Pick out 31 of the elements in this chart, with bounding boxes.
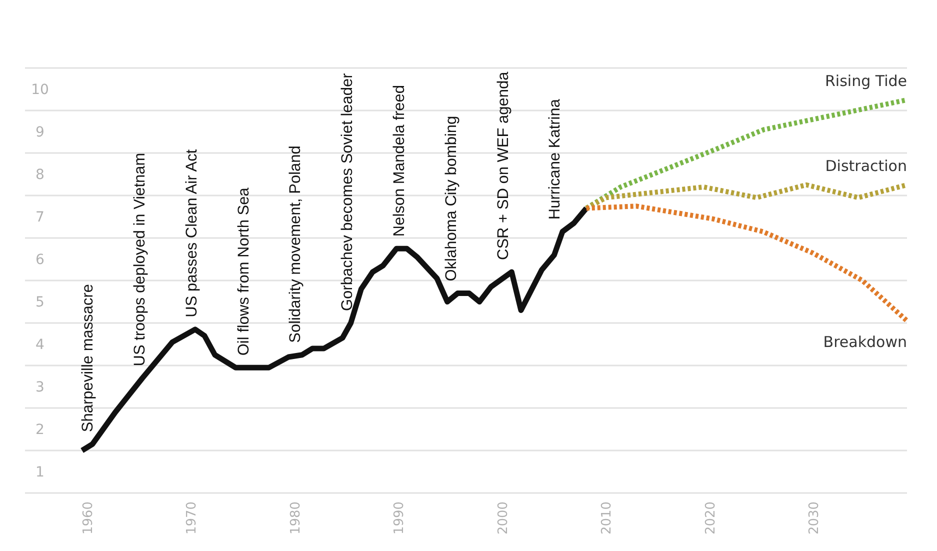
x-tick-label: 1990 (392, 501, 408, 535)
x-tick-label: 2020 (703, 501, 718, 535)
annotation: Gorbachev becomes Soviet leader (339, 73, 356, 311)
annotation: Hurricane Katrina (546, 98, 564, 220)
annotation: Nelson Mandela freed (390, 84, 408, 237)
series-label: Distraction (825, 156, 907, 175)
y-tick-label: 4 (36, 337, 45, 354)
x-tick-label: 1970 (184, 501, 200, 535)
x-tick-label: 2030 (807, 501, 822, 535)
x-tick-label: 1960 (80, 501, 96, 535)
annotation: Oil flows from North Sea (235, 187, 252, 356)
y-tick-label: 2 (36, 422, 44, 438)
y-tick-label: 8 (36, 167, 44, 184)
annotation: Solidarity movement, Poland (287, 146, 304, 343)
series-label: Rising Tide (825, 72, 907, 90)
series-label: Breakdown (823, 332, 907, 351)
y-tick-label: 9 (36, 124, 44, 141)
y-tick-label: 7 (36, 210, 44, 226)
annotation: US passes Clean Air Act (183, 148, 200, 318)
y-tick-label: 10 (31, 82, 49, 98)
y-tick-label: 1 (36, 464, 44, 481)
x-tick-label: 1980 (288, 501, 304, 535)
annotation: Oklahoma City bombing (442, 116, 460, 282)
annotation: CSR + SD on WEF agenda (494, 71, 512, 260)
annotation: US troops deployed in Vietnam (132, 152, 149, 366)
x-tick-label: 2000 (496, 501, 511, 535)
y-tick-label: 3 (36, 380, 44, 396)
y-tick-label: 5 (36, 294, 44, 311)
x-tick-label: 2010 (600, 501, 615, 535)
annotation: Sharpeville massacre (80, 284, 97, 432)
y-tick-label: 6 (36, 252, 45, 268)
